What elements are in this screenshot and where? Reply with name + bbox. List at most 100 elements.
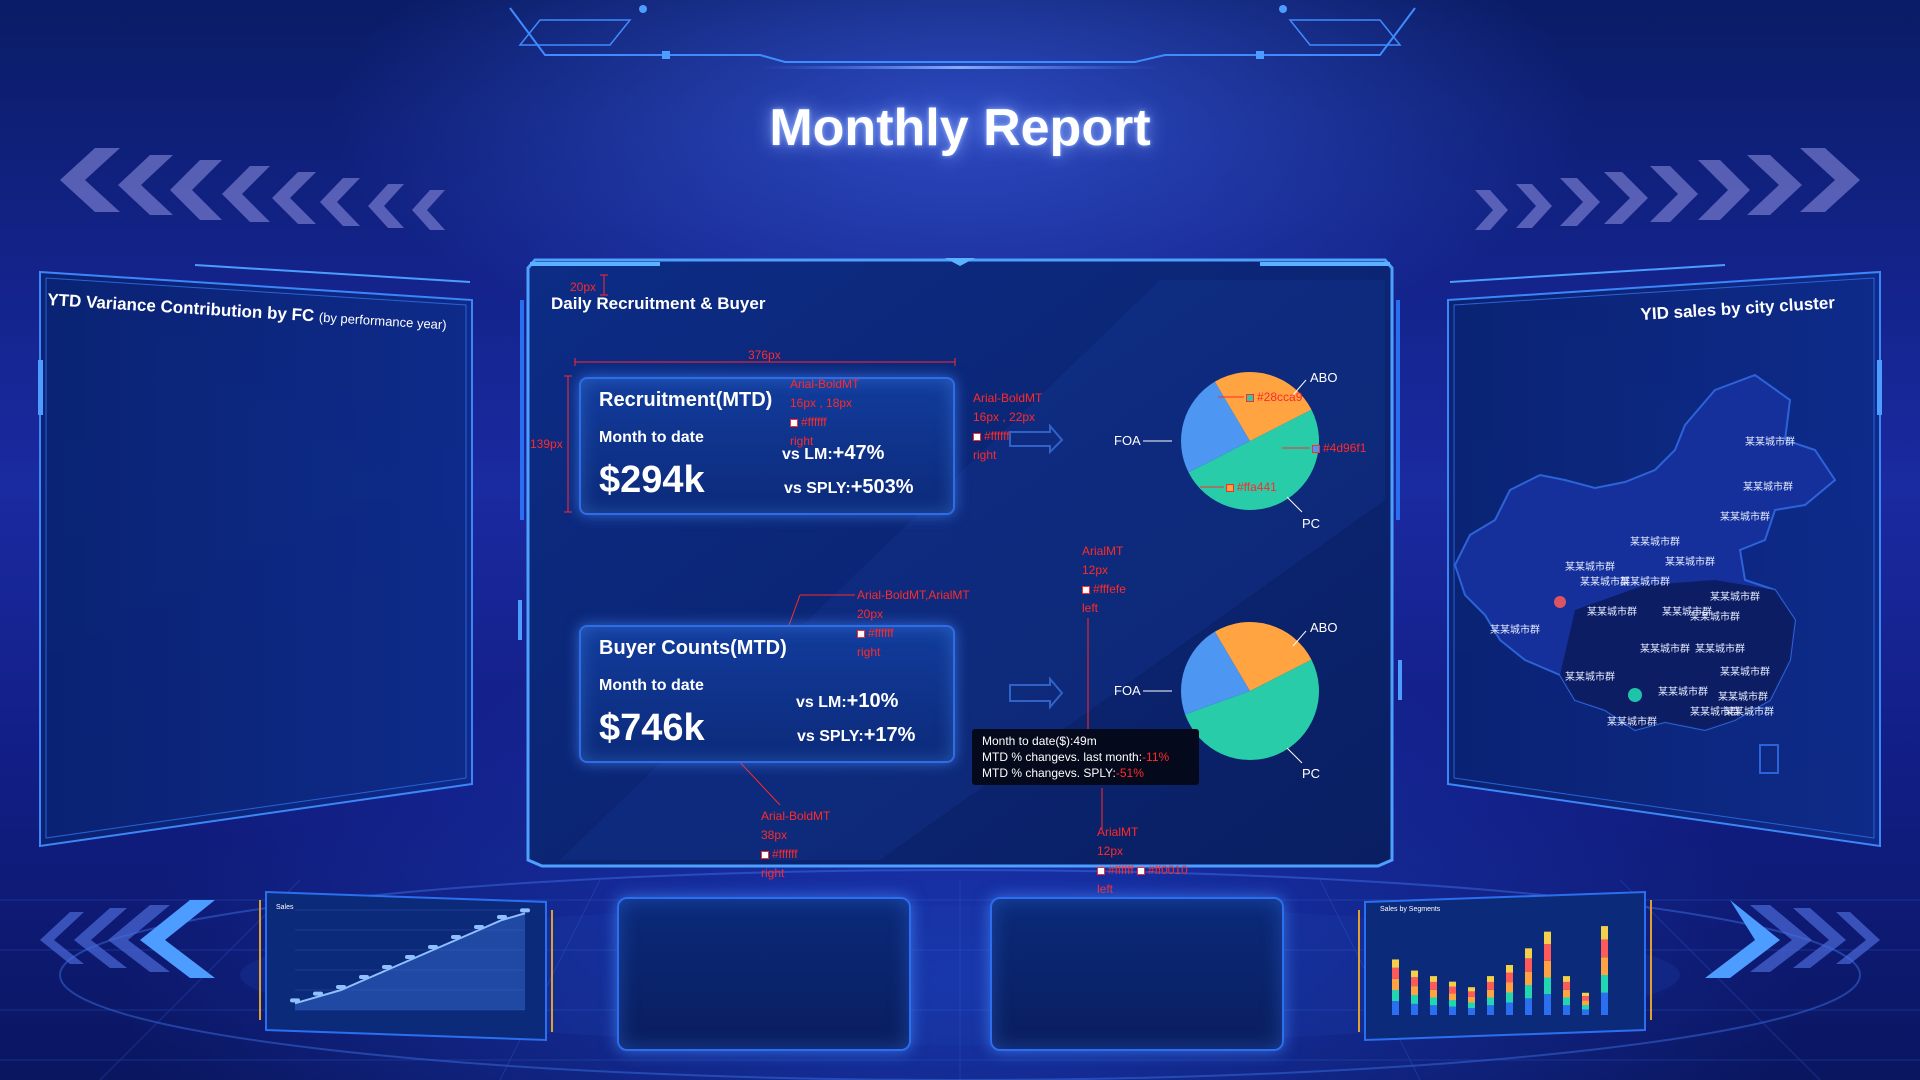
bar-chart-bar-segment[interactable] [1411,970,1418,978]
map-city-label[interactable]: 某某城市群 [1720,667,1770,678]
pie-bottom-slice-foa[interactable] [1185,659,1319,760]
line-chart-point[interactable] [520,908,530,913]
line-chart-point[interactable] [451,935,461,939]
china-map[interactable] [1445,370,1865,790]
bar-chart-bar-segment[interactable] [1563,976,1570,982]
bar-chart-bar-segment[interactable] [1544,960,1551,978]
bar-chart-bar-segment[interactable] [1449,993,1456,1000]
pie-top-slice-abo[interactable] [1181,381,1250,473]
bar-chart-bar-segment[interactable] [1449,1000,1456,1007]
bar-chart-bar-segment[interactable] [1411,986,1418,995]
map-city-label[interactable]: 某某城市群 [1690,612,1740,623]
bar-chart-bar-segment[interactable] [1525,958,1532,972]
bar-chart-bar-segment[interactable] [1582,992,1589,997]
bar-chart-bar-segment[interactable] [1430,976,1437,982]
bar-chart-bar-segment[interactable] [1487,976,1494,982]
map-city-label[interactable]: 某某城市群 [1640,644,1690,655]
map-city-label[interactable]: 某某城市群 [1580,577,1630,588]
line-chart-point[interactable] [313,991,323,996]
buyer-card[interactable]: Buyer Counts(MTD) Month to date $746k vs… [579,625,955,763]
bar-chart-bar-segment[interactable] [1392,978,1399,990]
map-city-label[interactable]: 某某城市群 [1658,687,1708,698]
map-city-label[interactable]: 某某城市群 [1745,437,1795,448]
line-chart-point[interactable] [359,975,369,979]
bottom-bar-chart[interactable]: Sales by Segments [1372,897,1640,1037]
bar-chart-bar-segment[interactable] [1468,996,1475,1003]
line-chart-point[interactable] [428,945,438,949]
bottom-line-chart[interactable]: Sales [270,895,542,1035]
bar-chart-bar-segment[interactable] [1544,931,1551,945]
map-city-label[interactable]: 某某城市群 [1607,717,1657,728]
pie-bottom-slice-pc[interactable] [1214,622,1312,691]
bar-chart-bar-segment[interactable] [1544,944,1551,961]
line-chart-point[interactable] [497,915,507,919]
pie-chart-recruitment[interactable] [1150,360,1350,560]
bar-chart-bar-segment[interactable] [1544,977,1551,995]
bar-chart-bar-segment[interactable] [1392,967,1399,979]
bar-chart-bar-segment[interactable] [1411,1003,1418,1015]
bar-chart-bar-segment[interactable] [1525,971,1532,985]
line-chart-point[interactable] [382,965,392,969]
bar-chart-bar-segment[interactable] [1392,959,1399,968]
bar-chart-bar-segment[interactable] [1487,1005,1494,1015]
bar-chart-bar-segment[interactable] [1506,982,1513,993]
bar-chart-bar-segment[interactable] [1525,948,1532,959]
bar-chart-bar-segment[interactable] [1487,997,1494,1006]
map-city-label[interactable]: 某某城市群 [1620,577,1670,588]
bar-chart-bar-segment[interactable] [1601,926,1608,940]
bar-chart-bar-segment[interactable] [1582,996,1589,1001]
bar-chart-bar-segment[interactable] [1430,1005,1437,1015]
bar-chart-bar-segment[interactable] [1411,995,1418,1004]
recruitment-card[interactable]: Recruitment(MTD) Month to date $294k vs … [579,377,955,515]
line-chart-point[interactable] [405,955,415,959]
line-chart-point[interactable] [336,985,346,989]
bottom-card-2[interactable] [617,897,911,1051]
map-marker-green[interactable] [1628,688,1642,702]
bottom-card-3[interactable] [990,897,1284,1051]
map-city-label[interactable]: 某某城市群 [1690,707,1740,718]
bar-chart-bar-segment[interactable] [1468,987,1475,992]
map-city-label[interactable]: 某某城市群 [1710,592,1760,603]
bar-chart-bar-segment[interactable] [1430,989,1437,998]
pie-chart-buyer[interactable] [1150,610,1350,810]
bar-chart-bar-segment[interactable] [1487,981,1494,990]
bar-chart-bar-segment[interactable] [1582,1005,1589,1010]
map-city-label[interactable]: 某某城市群 [1587,607,1637,618]
pie-top-slice-pc[interactable] [1214,372,1312,441]
map-city-label[interactable]: 某某城市群 [1490,625,1540,636]
bar-chart-bar-segment[interactable] [1449,981,1456,987]
bar-chart-bar-segment[interactable] [1392,1001,1399,1015]
map-city-label[interactable]: 某某城市群 [1565,562,1615,573]
bar-chart-bar-segment[interactable] [1487,989,1494,998]
pie-bottom-slice-abo[interactable] [1181,631,1250,715]
bar-chart-bar-segment[interactable] [1525,998,1532,1015]
bar-chart-bar-segment[interactable] [1411,977,1418,987]
bar-chart-bar-segment[interactable] [1563,1005,1570,1015]
bar-chart-bar-segment[interactable] [1601,939,1608,958]
line-chart-point[interactable] [474,925,484,929]
map-city-label[interactable]: 某某城市群 [1743,482,1793,493]
bar-chart-bar-segment[interactable] [1601,975,1608,993]
map-marker-red[interactable] [1554,596,1566,608]
map-city-label[interactable]: 某某城市群 [1662,607,1712,618]
map-city-label[interactable]: 某某城市群 [1695,644,1745,655]
line-chart-point[interactable] [290,998,300,1003]
map-city-label[interactable]: 某某城市群 [1720,512,1770,523]
bar-chart-bar-segment[interactable] [1449,986,1456,994]
bar-chart-bar-segment[interactable] [1506,992,1513,1003]
bar-chart-bar-segment[interactable] [1506,965,1513,973]
bar-chart-bar-segment[interactable] [1449,1006,1456,1015]
map-city-label[interactable]: 某某城市群 [1630,537,1680,548]
map-city-label[interactable]: 某某城市群 [1665,557,1715,568]
bar-chart-bar-segment[interactable] [1430,997,1437,1006]
map-city-label[interactable]: 某某城市群 [1565,672,1615,683]
bar-chart-bar-segment[interactable] [1506,1002,1513,1016]
line-chart-series[interactable] [294,912,526,1005]
bar-chart-bar-segment[interactable] [1544,994,1551,1015]
bar-chart-bar-segment[interactable] [1468,1008,1475,1015]
map-city-label[interactable]: 某某城市群 [1724,707,1774,718]
bar-chart-bar-segment[interactable] [1430,981,1437,990]
bar-chart-bar-segment[interactable] [1468,1002,1475,1009]
bar-chart-bar-segment[interactable] [1468,991,1475,997]
map-city-label[interactable]: 某某城市群 [1718,692,1768,703]
